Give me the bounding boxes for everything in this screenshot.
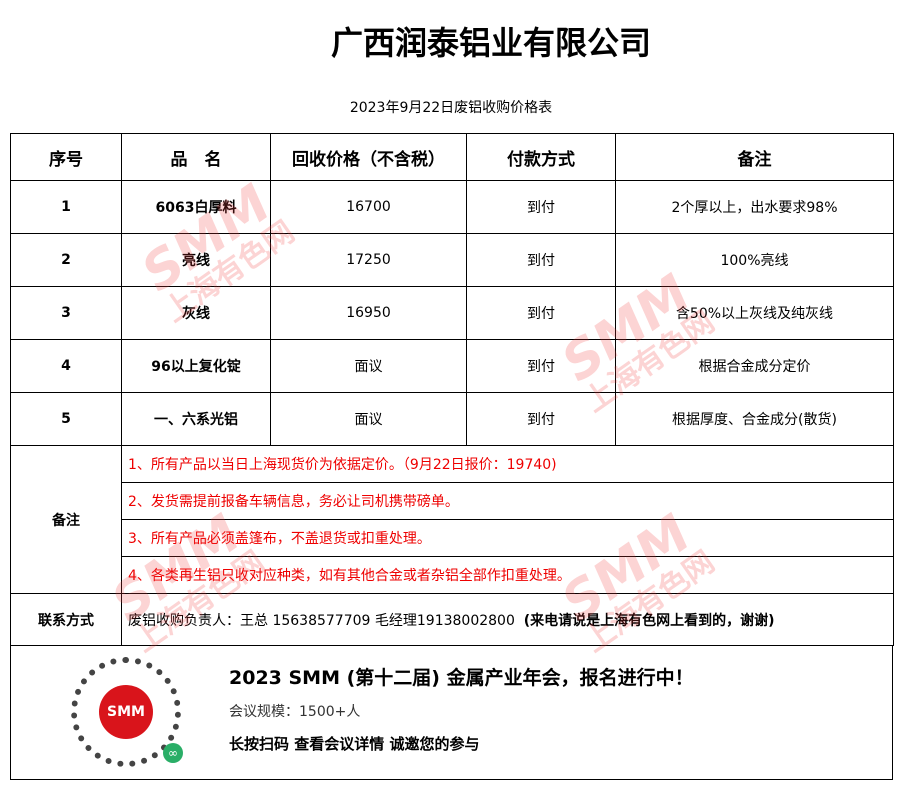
row-price: 面议 xyxy=(270,392,467,446)
row-pay: 到付 xyxy=(466,339,616,393)
notes-label: 备注 xyxy=(10,445,122,594)
row-pay: 到付 xyxy=(466,233,616,287)
note-item: 4、各类再生铝只收对应种类，如有其他合金或者杂铝全部作扣重处理。 xyxy=(121,556,894,594)
row-note: 根据合金成分定价 xyxy=(615,339,894,393)
subtitle: 2023年9月22日废铝收购价格表 xyxy=(349,100,553,116)
notes-row: 4、各类再生铝只收对应种类，如有其他合金或者杂铝全部作扣重处理。 xyxy=(11,556,894,594)
contact-text: 废铝收购负责人：王总 15638577709 毛经理19138002800 xyxy=(128,612,515,629)
smm-logo: SMM xyxy=(99,685,153,739)
row-name: 6063白厚料 xyxy=(121,180,271,234)
row-name: 灰线 xyxy=(121,286,271,340)
mini-program-icon: ∞ xyxy=(163,743,183,763)
table-row: 4 96以上复化锭 面议 到付 根据合金成分定价 xyxy=(10,339,894,393)
header-pay: 付款方式 xyxy=(466,133,616,181)
row-note: 100%亮线 xyxy=(615,233,894,287)
note-item: 2、发货需提前报备车辆信息，务必让司机携带磅单。 xyxy=(121,482,894,520)
row-pay: 到付 xyxy=(466,180,616,234)
notes-row: 备注 1、所有产品以当日上海现货价为依据定价。（9月22日报价：19740) xyxy=(10,445,894,594)
conference-banner[interactable]: SMM ∞ 2023 SMM (第十二届) 金属产业年会，报名进行中！ 会议规模… xyxy=(10,645,893,780)
banner-scale: 会议规模：1500+人 xyxy=(229,704,361,720)
row-price: 17250 xyxy=(270,233,467,287)
notes-row: 2、发货需提前报备车辆信息，务必让司机携带磅单。 xyxy=(11,482,894,520)
header-no: 序号 xyxy=(10,133,122,181)
banner-title: 2023 SMM (第十二届) 金属产业年会，报名进行中！ xyxy=(229,667,694,689)
header-name: 品 名 xyxy=(121,133,271,181)
row-price: 16700 xyxy=(270,180,467,234)
banner-cta: 长按扫码 查看会议详情 诚邀您的参与 xyxy=(229,735,480,753)
header-note: 备注 xyxy=(615,133,894,181)
contact-label: 联系方式 xyxy=(10,593,122,646)
row-note: 2个厚以上，出水要求98% xyxy=(615,180,894,234)
row-name: 96以上复化锭 xyxy=(121,339,271,393)
row-no: 1 xyxy=(10,180,122,234)
row-no: 5 xyxy=(10,392,122,446)
note-item: 3、所有产品必须盖篷布，不盖退货或扣重处理。 xyxy=(121,519,894,557)
row-no: 2 xyxy=(10,233,122,287)
qr-code[interactable]: SMM ∞ xyxy=(71,657,183,767)
price-table: 序号 品 名 回收价格（不含税） 付款方式 备注 1 6063白厚料 16700 到付… xyxy=(10,133,894,646)
row-note: 根据厚度、合金成分(散货) xyxy=(615,392,894,446)
row-no: 4 xyxy=(10,339,122,393)
row-price: 16950 xyxy=(270,286,467,340)
row-pay: 到付 xyxy=(466,286,616,340)
table-row: 5 一、六系光铝 面议 到付 根据厚度、合金成分(散货) xyxy=(10,392,894,446)
row-name: 亮线 xyxy=(121,233,271,287)
table-row: 3 灰线 16950 到付 含50%以上灰线及纯灰线 xyxy=(10,286,894,340)
company-title: 广西润泰铝业有限公司 xyxy=(330,24,651,62)
header-row: 序号 品 名 回收价格（不含税） 付款方式 备注 xyxy=(10,133,894,181)
row-price: 面议 xyxy=(270,339,467,393)
row-note: 含50%以上灰线及纯灰线 xyxy=(615,286,894,340)
notes-row: 3、所有产品必须盖篷布，不盖退货或扣重处理。 xyxy=(11,519,894,557)
note-item: 1、所有产品以当日上海现货价为依据定价。（9月22日报价：19740) xyxy=(121,445,894,483)
table-row: 2 亮线 17250 到付 100%亮线 xyxy=(10,233,894,287)
contact-info: 废铝收购负责人：王总 15638577709 毛经理19138002800 (来… xyxy=(121,593,894,646)
contact-row: 联系方式 废铝收购负责人：王总 15638577709 毛经理1913800280… xyxy=(10,593,894,646)
table-row: 1 6063白厚料 16700 到付 2个厚以上，出水要求98% xyxy=(10,180,894,234)
contact-remark: (来电请说是上海有色网上看到的，谢谢) xyxy=(523,612,775,629)
row-no: 3 xyxy=(10,286,122,340)
header-price: 回收价格（不含税） xyxy=(270,133,467,181)
row-pay: 到付 xyxy=(466,392,616,446)
row-name: 一、六系光铝 xyxy=(121,392,271,446)
